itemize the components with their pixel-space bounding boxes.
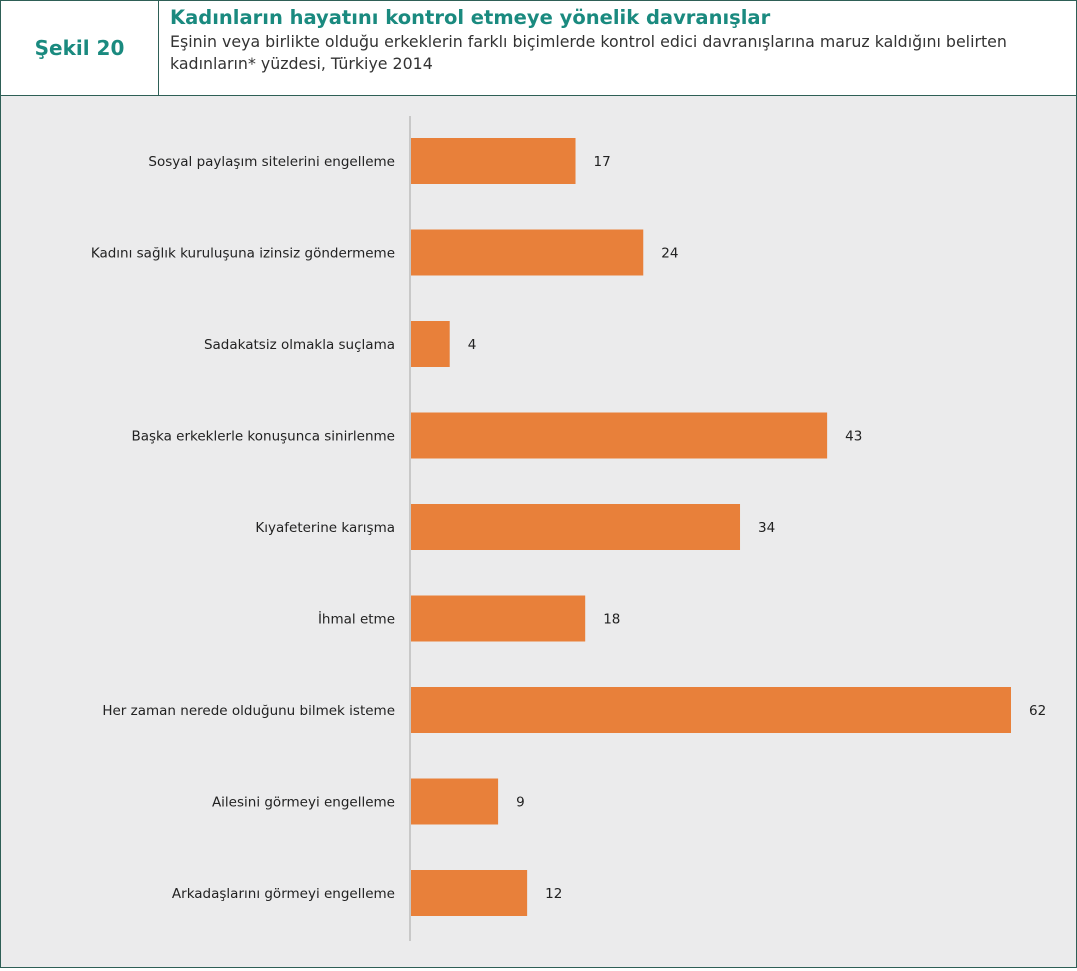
data-label: 12 [545, 886, 562, 902]
chart-area: Sosyal paylaşım sitelerini engelleme 17 Ka… [1, 96, 1076, 967]
data-label: 4 [468, 337, 477, 353]
bar [411, 229, 644, 276]
category-label: Başka erkeklerle konuşunca sinirlenme [131, 429, 395, 445]
category-label: Arkadaşlarını görmeyi engelleme [172, 886, 395, 902]
chart-subtitle: Eşinin veya birlikte olduğu erkeklerin f… [170, 32, 1007, 73]
data-label: 18 [603, 612, 620, 628]
data-label: 43 [845, 429, 862, 445]
bar [411, 412, 828, 459]
data-label: 24 [661, 246, 678, 262]
bar [411, 321, 450, 367]
data-label: 62 [1029, 703, 1046, 719]
bar [411, 778, 499, 825]
data-label: 17 [594, 154, 611, 170]
figure-titles: Kadınların hayatını kontrol etmeye yönel… [170, 6, 1070, 75]
category-label: Sadakatsiz olmakla suçlama [204, 337, 395, 353]
category-label: Her zaman nerede olduğunu bilmek isteme [102, 703, 395, 719]
data-label: 34 [758, 520, 775, 536]
category-label: Sosyal paylaşım sitelerini engelleme [148, 154, 395, 170]
category-label: Kıyafeterine karışma [255, 520, 395, 536]
category-label: Ailesini görmeyi engelleme [212, 795, 395, 811]
bar [411, 687, 1011, 733]
figure-number: Şekil 20 [1, 1, 159, 95]
bar [411, 595, 586, 642]
bar [411, 138, 576, 184]
figure-header: Şekil 20 Kadınların hayatını kontrol etm… [1, 1, 1076, 96]
category-label: İhmal etme [318, 610, 395, 628]
data-label: 9 [516, 795, 525, 811]
bar [411, 870, 528, 916]
chart-title: Kadınların hayatını kontrol etmeye yönel… [170, 6, 771, 29]
bar [411, 504, 741, 550]
bar-chart: Sosyal paylaşım sitelerini engelleme 17 Ka… [91, 116, 1046, 941]
category-label: Kadını sağlık kuruluşuna izinsiz gönderm… [91, 246, 395, 262]
